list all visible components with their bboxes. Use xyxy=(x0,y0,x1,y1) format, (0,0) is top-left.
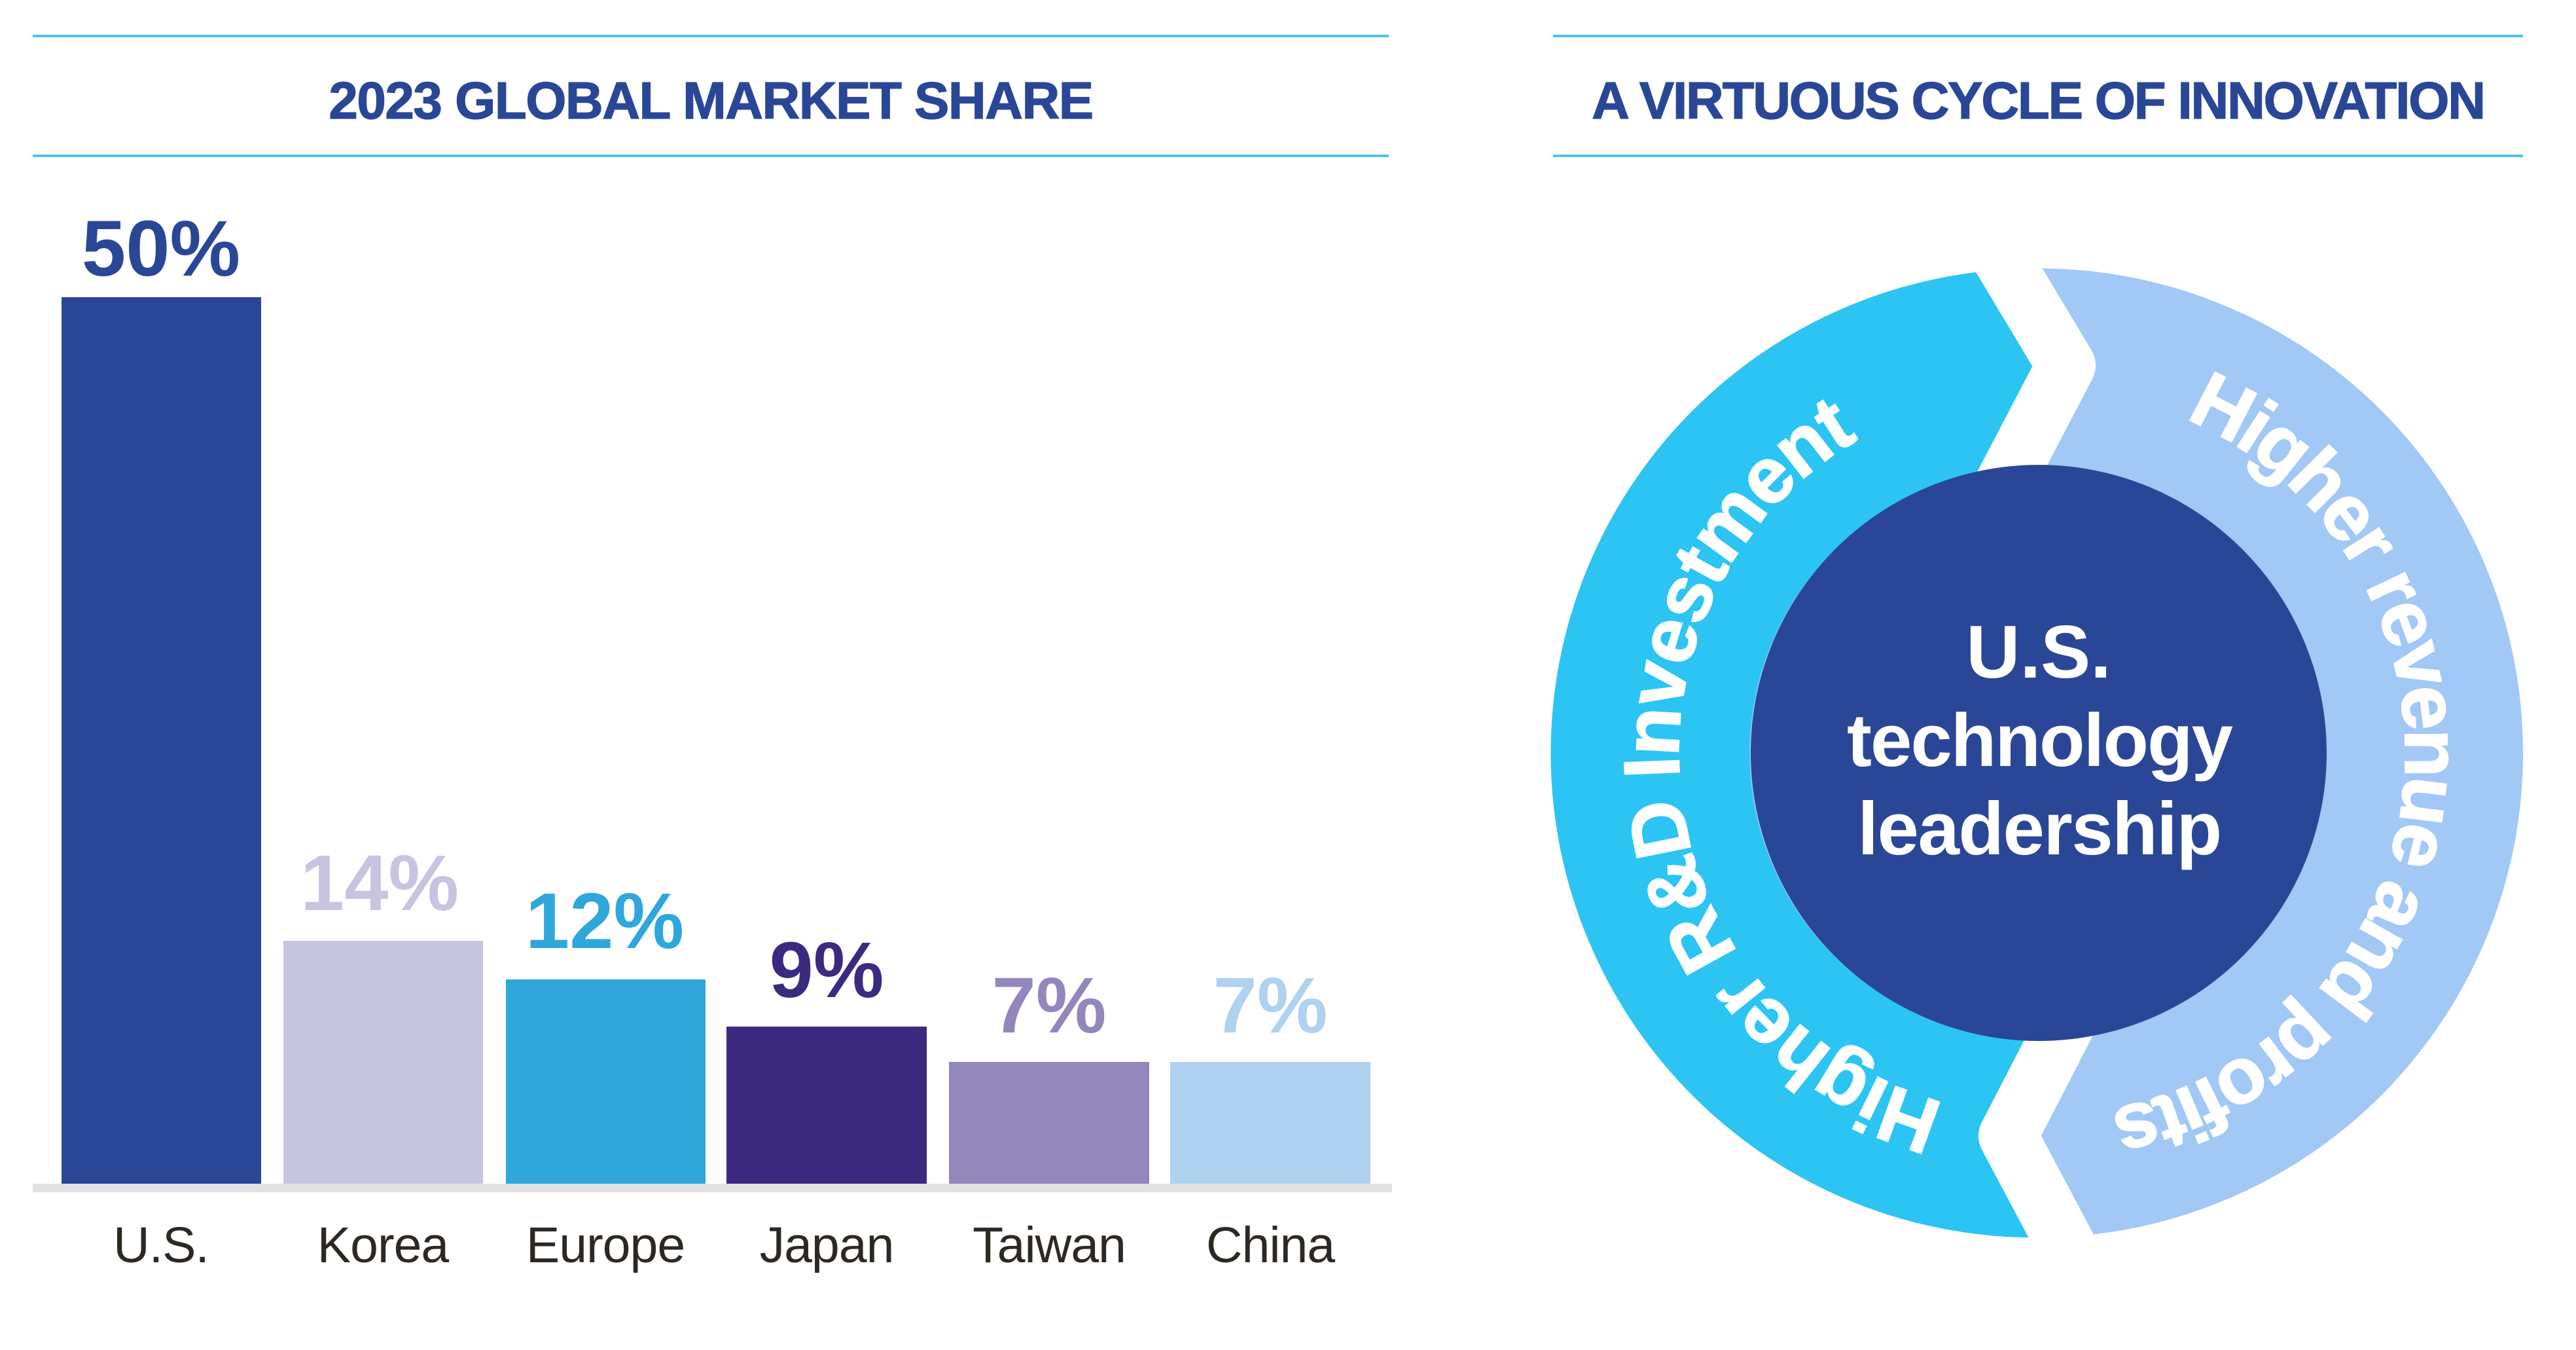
svg-text:U.S.: U.S. xyxy=(1966,611,2111,694)
svg-text:leadership: leadership xyxy=(1857,788,2221,871)
svg-text:technology: technology xyxy=(1847,699,2233,782)
